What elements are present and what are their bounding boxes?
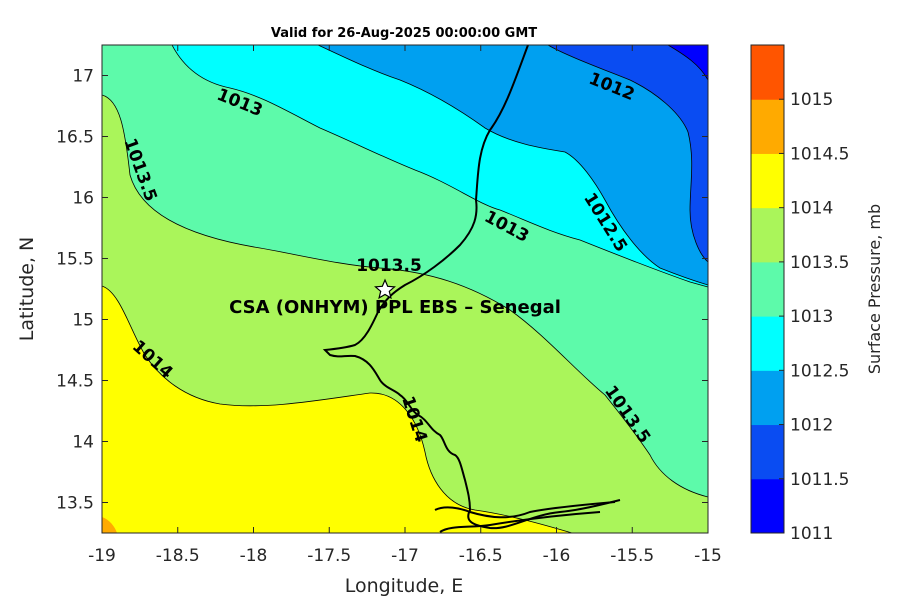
y-tick-label: 16	[72, 189, 94, 209]
x-tick-label: -15	[694, 546, 722, 566]
pressure-fill-layer	[102, 45, 708, 533]
colorbar-tick-label: 1012.5	[790, 361, 849, 381]
y-axis-ticks: 13.5 14 14.5 15 15.5 16 16.5 17	[56, 67, 708, 514]
colorbar-tick-label: 1014	[790, 199, 833, 219]
mauritania-senegal-border	[322, 45, 621, 530]
colorbar-segment-1013.5	[751, 207, 784, 263]
band-1014.5-1015	[102, 517, 117, 533]
x-tick-label: -17	[391, 546, 419, 566]
contour-lines	[102, 45, 708, 533]
contour-line-1014	[102, 285, 573, 533]
contour-line-1013.5-west	[102, 94, 708, 498]
contour-line-1012	[547, 45, 708, 263]
colorbar-segment-1014	[751, 153, 784, 209]
colorbar-segment-1015	[751, 45, 784, 100]
x-tick-label: -16	[543, 546, 571, 566]
y-axis-label: Latitude, N	[16, 237, 38, 342]
site-star-marker	[374, 278, 396, 300]
colorbar-frame	[750, 44, 785, 534]
x-tick-label: -16.5	[459, 546, 503, 566]
contour-line-1013	[171, 45, 708, 288]
gambia-border-south	[439, 511, 601, 533]
x-axis-ticks: -19 -18.5 -18 -17.5 -17 -16.5 -16 -15.5 -15	[88, 45, 722, 566]
colorbar-segment-1011.5	[751, 424, 784, 480]
colorbar-segment-1014.5	[751, 99, 784, 154]
y-tick-label: 15	[72, 311, 94, 331]
colorbar-segment-1013	[751, 261, 784, 317]
y-tick-label: 14	[72, 433, 94, 453]
colorbar-tick-label: 1012	[790, 416, 833, 436]
band-1011-1011.5	[668, 45, 708, 80]
x-tick-label: -15.5	[610, 546, 654, 566]
y-tick-label: 14.5	[56, 372, 94, 392]
y-tick-label: 15.5	[56, 250, 94, 270]
y-tick-label: 13.5	[56, 494, 94, 514]
contour-line-1012.5	[317, 45, 708, 286]
y-tick-label: 17	[72, 67, 94, 87]
colorbar-label: Surface Pressure, mb	[865, 204, 884, 374]
y-tick-label: 16.5	[56, 128, 94, 148]
band-1012-1012.5	[318, 45, 708, 285]
colorbar-tick-label: 1013	[790, 307, 833, 327]
colorbar-segment-1012.5	[751, 316, 784, 371]
coastline-layer	[322, 45, 621, 533]
contour-label-1013.5-center: 1013.5	[356, 256, 422, 276]
colorbar-tick-label: 1011.5	[790, 470, 849, 490]
colorbar	[751, 45, 784, 534]
colorbar-tick-label: 1014.5	[790, 144, 849, 164]
contour-line-1011.5	[667, 45, 708, 81]
colorbar-tick-label: 1015	[790, 90, 833, 110]
site-label: CSA (ONHYM) PPL EBS – Senegal	[229, 297, 561, 318]
x-tick-label: -17.5	[307, 546, 351, 566]
band-1011.5-1012	[548, 45, 708, 262]
colorbar-segment-1012	[751, 370, 784, 426]
colorbar-segment-1011	[751, 478, 784, 534]
x-tick-label: -18	[240, 546, 268, 566]
colorbar-tick-label: 1011	[790, 524, 833, 544]
band-1014-1014.5	[102, 286, 572, 533]
x-tick-label: -18.5	[156, 546, 200, 566]
x-tick-label: -19	[88, 546, 116, 566]
colorbar-ticks: 1011 1011.5 1012 1012.5 1013 1013.5 1014 1014.5…	[779, 90, 849, 544]
gambia-river	[434, 501, 616, 519]
chart-title: Valid for 26-Aug-2025 00:00:00 GMT	[271, 26, 537, 41]
colorbar-tick-label: 1013.5	[790, 253, 849, 273]
x-axis-label: Longitude, E	[345, 575, 464, 597]
